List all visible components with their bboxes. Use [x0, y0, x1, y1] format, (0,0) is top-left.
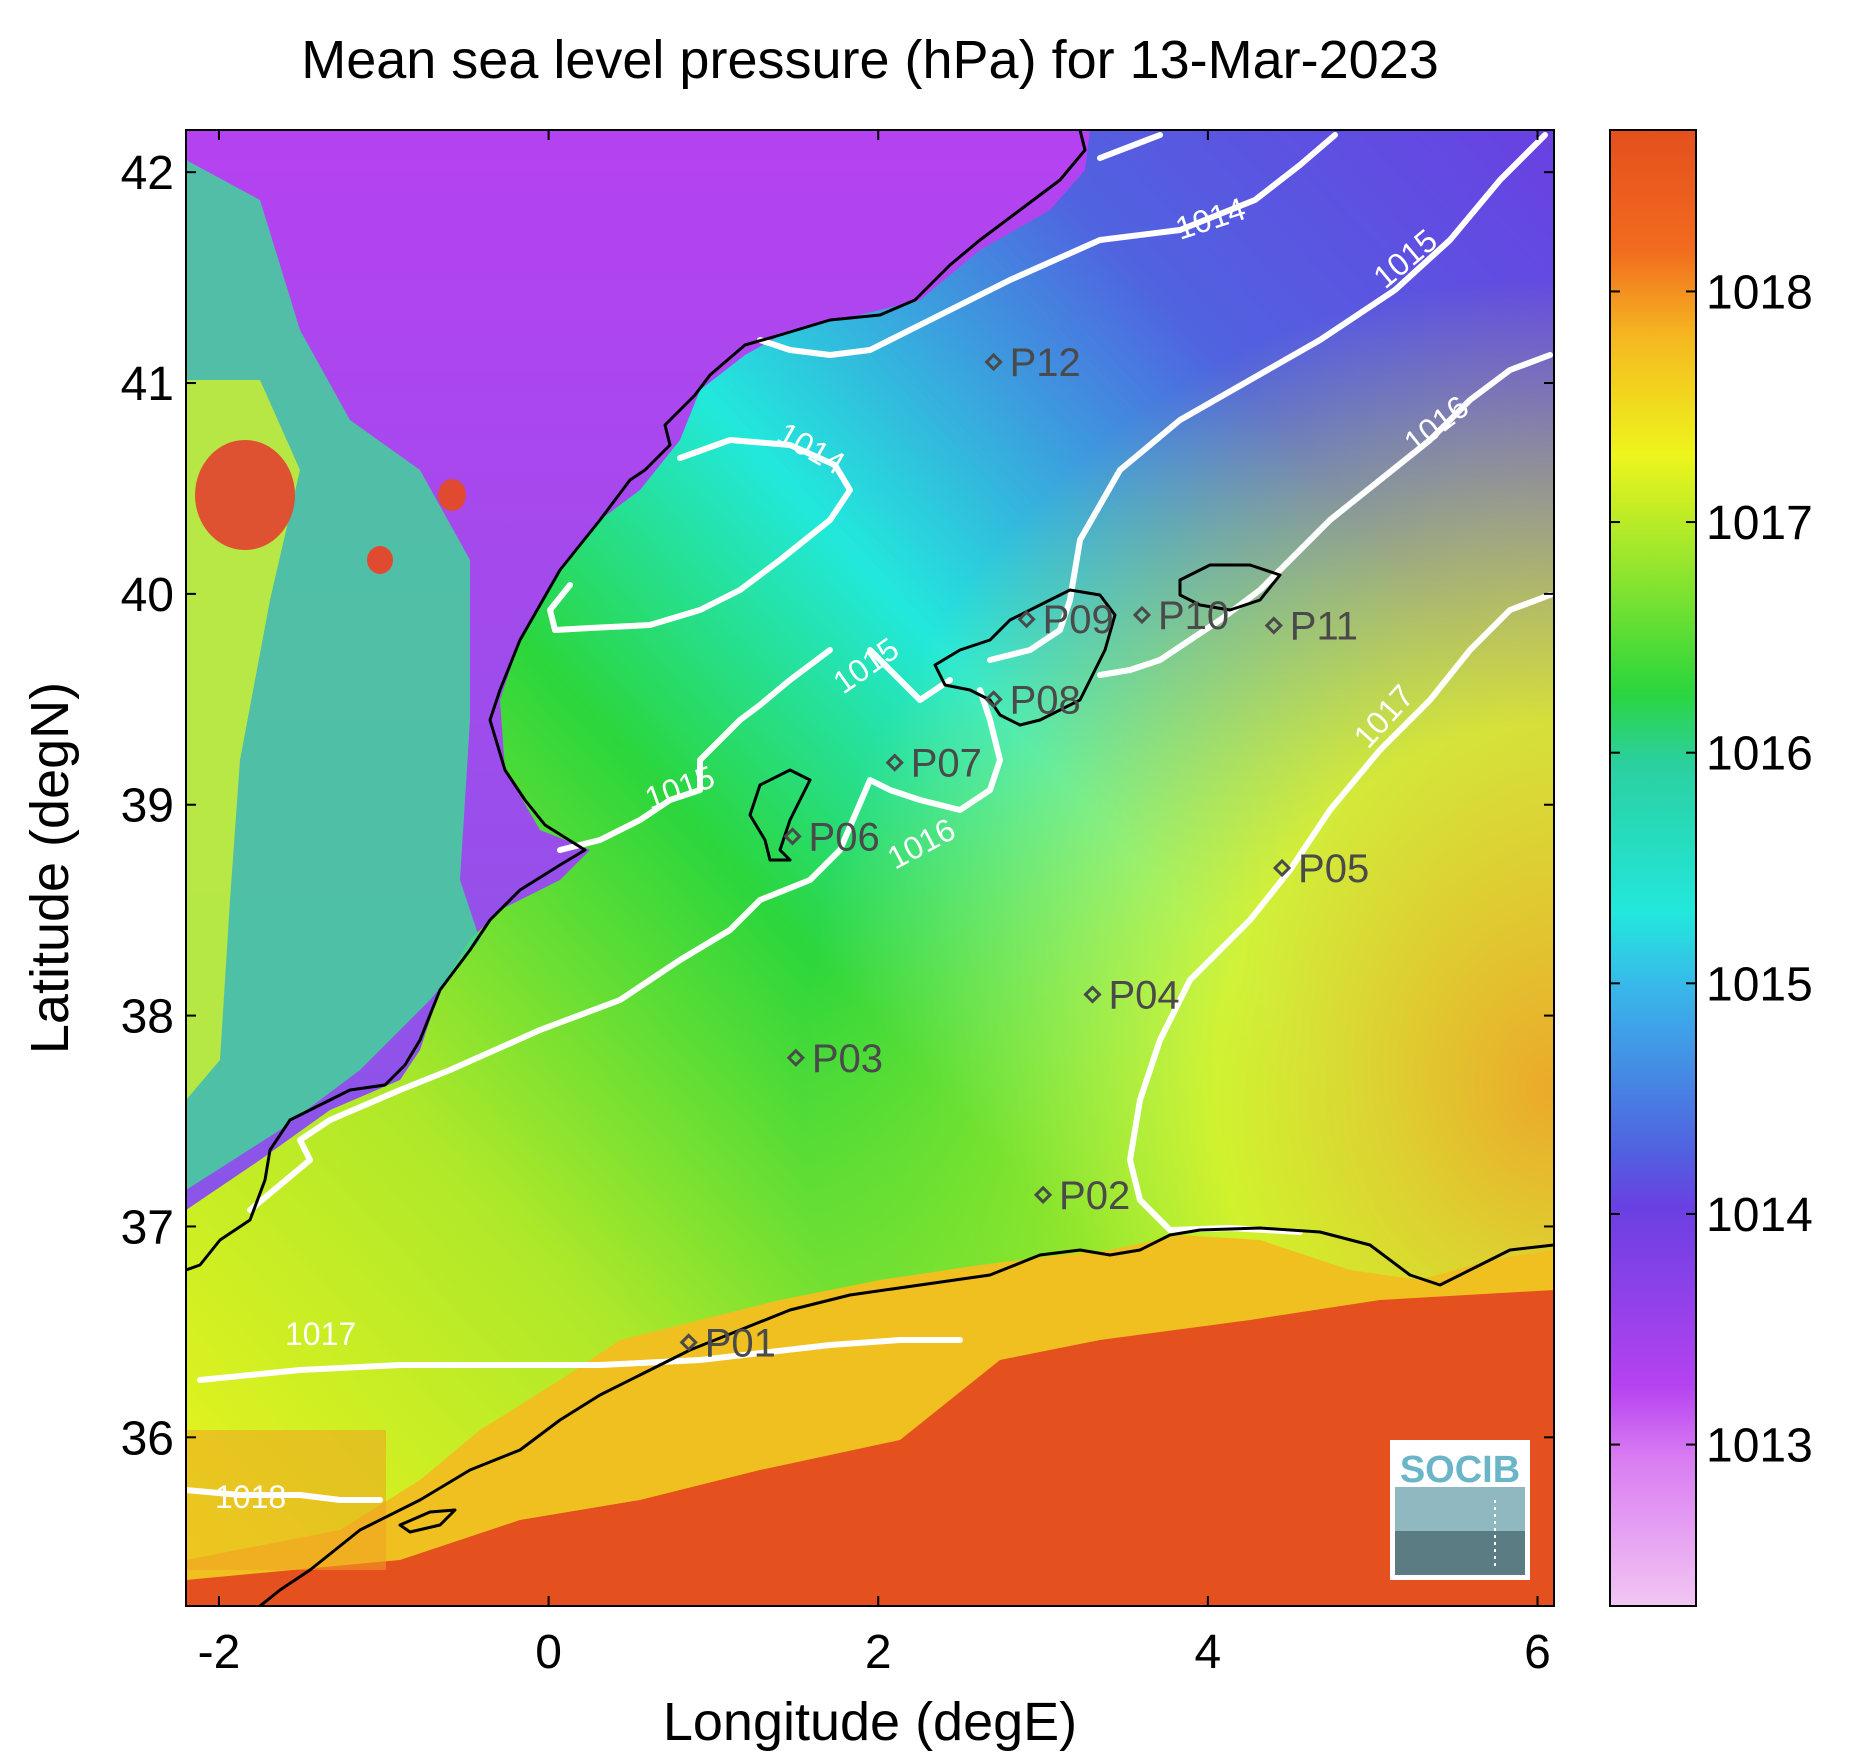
colorbar-tick-label: 1018 [1706, 266, 1813, 319]
colorbar: 1013 1014 1015 1016 1017 1018 [1609, 129, 1813, 1607]
station-label: P03 [812, 1037, 883, 1081]
station-label: P08 [1010, 678, 1081, 722]
colorbar-gradient [1609, 129, 1697, 1607]
map-panel: 1014 1014 1015 1015 1015 1016 1016 1017 … [186, 130, 1554, 1606]
y-tick-label: 40 [121, 569, 174, 622]
contour-1015 [557, 132, 1548, 853]
x-axis: -2 0 2 4 6 [198, 130, 1551, 1679]
western-warm-field [186, 380, 300, 1100]
x-tick-label: 0 [535, 1626, 562, 1679]
colorbar-tick-label: 1017 [1706, 497, 1813, 550]
colorbar-tick-label: 1013 [1706, 1420, 1813, 1473]
colorbar-tick-label: 1016 [1706, 728, 1813, 781]
y-axis: 36 37 38 39 40 41 42 [121, 147, 1554, 1465]
coastline-alboran [398, 1508, 457, 1534]
station-marker [786, 1048, 805, 1067]
coastline-menorca [1178, 563, 1282, 612]
contour-label-1018: 1018 [215, 1479, 286, 1515]
station-marker [1083, 985, 1102, 1004]
y-tick-label: 42 [121, 147, 174, 200]
x-axis-label: Longitude (degE) [663, 1692, 1077, 1752]
coastline-mallorca [933, 588, 1117, 727]
station-marker [1132, 605, 1152, 625]
station-label: P04 [1109, 974, 1180, 1018]
coastline-africa [259, 1226, 1554, 1606]
socib-logo: SOCIB [1390, 1440, 1530, 1580]
contour-1016 [247, 352, 1553, 1213]
colorbar-tick-label: 1015 [1706, 958, 1813, 1011]
y-axis-label: Latitude (degN) [20, 682, 80, 1054]
contour-1017 [197, 592, 1553, 1383]
y-tick-label: 39 [121, 780, 174, 833]
high-pressure-cell-west [195, 440, 295, 550]
station-marker [1017, 610, 1036, 629]
station-marker [1272, 858, 1292, 878]
station-label: P12 [1010, 341, 1081, 385]
station-label: P10 [1158, 594, 1229, 638]
high-pressure-cell-3 [367, 546, 393, 574]
station-label: P05 [1298, 847, 1369, 891]
colorbar-ticks: 1013 1014 1015 1016 1017 1018 [1610, 266, 1813, 1473]
high-pressure-cell-2 [438, 479, 466, 511]
african-hot-field [186, 1290, 1554, 1606]
contour-1018 [186, 1487, 383, 1503]
y-tick-label: 38 [121, 991, 174, 1044]
x-tick-label: 4 [1195, 1626, 1222, 1679]
x-tick-label: 2 [865, 1626, 892, 1679]
coastlines [186, 130, 1554, 1606]
station-label: P06 [809, 815, 880, 859]
x-tick-label: 6 [1524, 1626, 1551, 1679]
colorbar-tick-label: 1014 [1706, 1189, 1813, 1242]
coastline-iberia [186, 130, 1087, 1272]
station-label: P09 [1043, 598, 1114, 642]
station-marker [1033, 1185, 1053, 1204]
y-tick-label: 37 [121, 1201, 174, 1254]
station-marker [1264, 616, 1283, 635]
x-tick-label: -2 [198, 1626, 241, 1679]
station-marker [984, 352, 1003, 372]
station-marker [885, 753, 904, 772]
station-marker [679, 1333, 698, 1352]
chart-title: Mean sea level pressure (hPa) for 13-Mar… [301, 30, 1439, 90]
contour-label-1017-b: 1017 [285, 1316, 356, 1352]
coastline-ibiza [748, 768, 812, 862]
station-label: P07 [911, 742, 982, 786]
contour-1014-north [757, 132, 1338, 358]
station-markers: P01 P02 P03 P04 P05 P06 P07 P08 P09 P10 P11 P12 [679, 341, 1369, 1365]
y-tick-label: 41 [121, 358, 174, 411]
contour-lines [186, 132, 1553, 1503]
station-label: P02 [1059, 1174, 1130, 1218]
y-tick-label: 36 [121, 1412, 174, 1465]
station-label: P11 [1290, 605, 1358, 649]
logo-text: SOCIB [1400, 1449, 1520, 1491]
contour-1014-south-loop [547, 437, 853, 633]
station-marker [783, 827, 802, 846]
station-label: P01 [705, 1321, 776, 1365]
map-frame [185, 129, 1555, 1607]
station-marker [984, 690, 1003, 709]
